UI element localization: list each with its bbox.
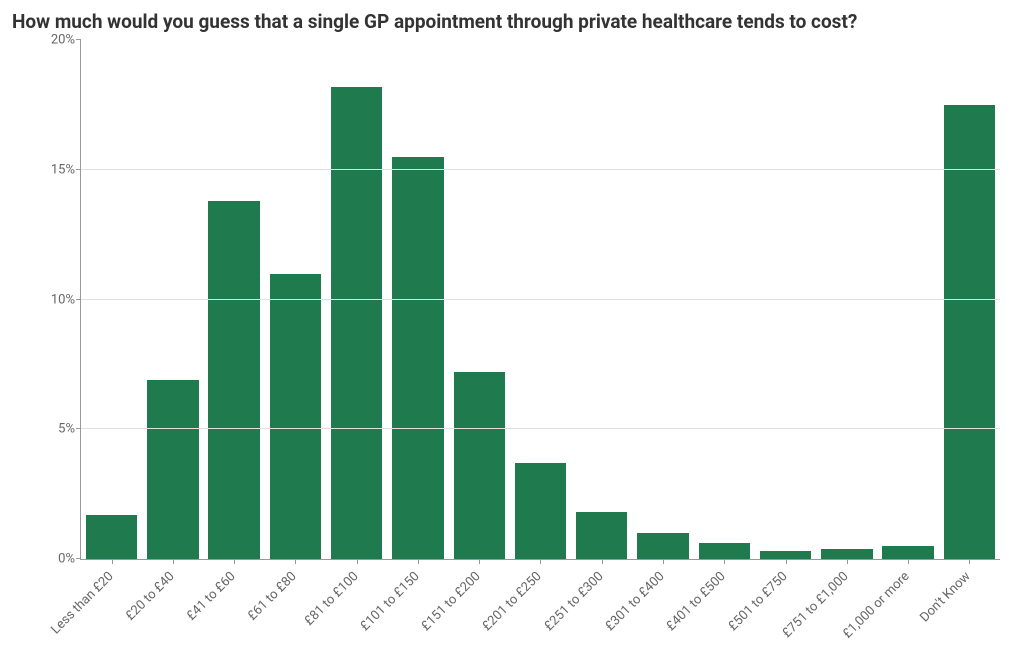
bar-slot: £41 to £60 bbox=[204, 40, 265, 559]
bar-slot: Don't Know bbox=[939, 40, 1000, 559]
bar-slot: £501 to £750 bbox=[755, 40, 816, 559]
bar-slot: £81 to £100 bbox=[326, 40, 387, 559]
bar bbox=[392, 157, 443, 559]
bar bbox=[944, 105, 995, 559]
bar bbox=[270, 274, 321, 559]
bar-slot: £1,000 or more bbox=[877, 40, 938, 559]
bar bbox=[208, 201, 259, 559]
chart-title: How much would you guess that a single G… bbox=[12, 10, 1020, 33]
bar bbox=[331, 87, 382, 559]
bar-slot: £101 to £150 bbox=[387, 40, 448, 559]
y-tick-label: 20% bbox=[51, 33, 81, 48]
bar-slot: £20 to £40 bbox=[142, 40, 203, 559]
bar-slot: £201 to £250 bbox=[510, 40, 571, 559]
bar-slot: £151 to £200 bbox=[449, 40, 510, 559]
y-tick-label: 5% bbox=[58, 422, 81, 437]
plot-area: Less than £20£20 to £40£41 to £60£61 to … bbox=[80, 40, 1000, 560]
bars-group: Less than £20£20 to £40£41 to £60£61 to … bbox=[81, 40, 1000, 559]
bar bbox=[454, 372, 505, 559]
bar-slot: £751 to £1,000 bbox=[816, 40, 877, 559]
y-tick-label: 15% bbox=[51, 162, 81, 177]
y-tick-label: 0% bbox=[58, 552, 81, 567]
chart-container: How much would you guess that a single G… bbox=[0, 0, 1020, 650]
grid-line bbox=[81, 299, 1000, 300]
bar-slot: £401 to £500 bbox=[694, 40, 755, 559]
bar-slot: £61 to £80 bbox=[265, 40, 326, 559]
bar-slot: £301 to £400 bbox=[632, 40, 693, 559]
bar-slot: Less than £20 bbox=[81, 40, 142, 559]
bar-slot: £251 to £300 bbox=[571, 40, 632, 559]
grid-line bbox=[81, 169, 1000, 170]
bar bbox=[147, 380, 198, 559]
chart-area: Less than £20£20 to £40£41 to £60£61 to … bbox=[40, 40, 1000, 560]
y-tick-label: 10% bbox=[51, 292, 81, 307]
grid-line bbox=[81, 428, 1000, 429]
